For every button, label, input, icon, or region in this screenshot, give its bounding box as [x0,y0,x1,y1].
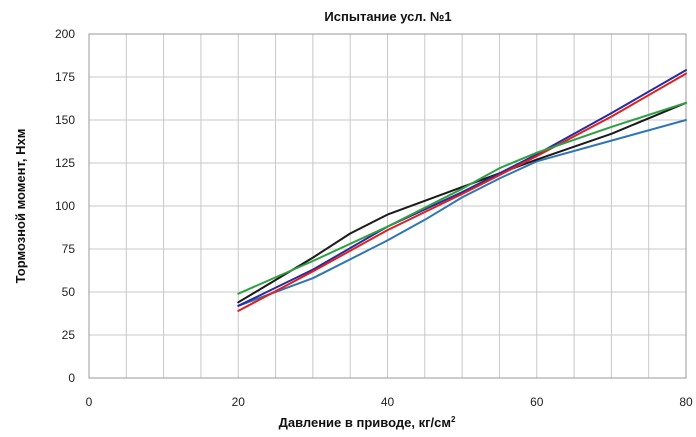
chart-title: Испытание усл. №1 [324,9,451,24]
y-tick-label: 175 [55,70,75,84]
series-line-4 [237,72,687,312]
y-tick-label: 50 [62,285,76,299]
series-line-3 [237,69,687,307]
x-axis-label-text: Давление в приводе, кг/см [279,415,451,430]
x-axis-label: Давление в приводе, кг/см2 [279,415,456,430]
x-tick-label: 0 [86,395,93,409]
series-line-5 [237,101,687,295]
y-tick-label: 25 [62,328,76,342]
x-tick-label: 20 [232,395,246,409]
x-tick-label: 60 [530,395,544,409]
y-tick-label: 125 [55,156,75,170]
x-axis-label-superscript: 2 [451,415,456,424]
y-tick-labels: 0 25 50 75 100 125 150 175 200 [55,27,75,385]
plot-frame [88,33,687,379]
x-tick-labels: 0 20 40 60 80 [86,395,693,409]
y-tick-label: 100 [55,199,75,213]
grid [89,34,686,378]
y-axis-label: Тормозной момент, Нхм [13,129,28,284]
y-tick-label: 150 [55,113,75,127]
y-tick-label: 200 [55,27,75,41]
x-tick-label: 40 [381,395,395,409]
series-line-1 [237,119,687,307]
series-line-2 [237,101,687,304]
y-tick-label: 0 [68,371,75,385]
series-lines [237,69,687,312]
x-tick-label: 80 [679,395,693,409]
y-tick-label: 75 [62,242,76,256]
